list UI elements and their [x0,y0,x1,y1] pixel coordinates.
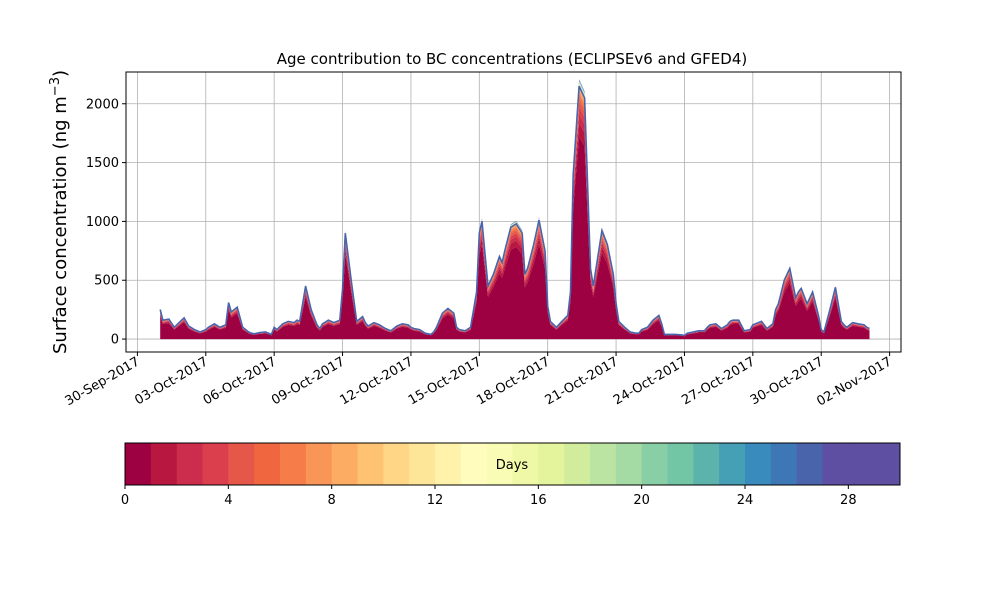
colorbar-segment [822,443,849,485]
y-tick-label: 0 [111,333,119,348]
x-tick-label: 06-Oct-2017 [201,354,279,408]
colorbar-segment [848,443,875,485]
y-axis-ticks: 0 500 1000 1500 2000 [86,97,126,348]
x-tick-label: 18-Oct-2017 [474,354,552,408]
top-outline [159,85,870,337]
colorbar-segment [693,443,720,485]
colorbar-segment [745,443,772,485]
colorbar-segment [460,443,488,485]
colorbar-segment [176,443,203,485]
colorbar-segment [409,443,436,485]
colorbar-segment [435,443,462,485]
colorbar-segment [796,443,823,485]
colorbar-segment [254,443,281,485]
x-tick-label: 27-Oct-2017 [679,354,757,408]
colorbar-segment [202,443,229,485]
colorbar-tick-label: 0 [121,493,129,508]
colorbar-tick-label: 8 [328,493,336,508]
colorbar-tick-label: 28 [840,493,857,508]
total-line [159,85,870,337]
y-tick-label: 1000 [86,215,119,230]
colorbar-segment [331,443,358,485]
colorbar-label: Days [496,458,529,473]
colorbar-segment [641,443,668,485]
stacked-area-series [160,79,870,340]
x-tick-label: 02-Nov-2017 [814,354,894,409]
x-axis-ticks: 30-Sep-201703-Oct-201706-Oct-201709-Oct-… [63,352,895,409]
colorbar-segment [357,443,384,485]
colorbar-segment [125,443,152,485]
x-tick-label: 30-Sep-2017 [63,354,143,409]
colorbar-segment [228,443,255,485]
y-axis-label-close: ) [50,70,71,77]
colorbar [125,443,901,485]
colorbar-segment [590,443,617,485]
x-tick-label: 12-Oct-2017 [338,354,416,408]
x-tick-label: 15-Oct-2017 [406,354,484,408]
colorbar-segment [150,443,178,485]
colorbar-segment [280,443,307,485]
colorbar-segment [538,443,565,485]
colorbar-segment [512,443,539,485]
colorbar-tick-label: 20 [633,493,650,508]
colorbar-tick-label: 4 [224,493,232,508]
colorbar-tick-label: 16 [530,493,547,508]
y-tick-label: 1500 [86,156,119,171]
colorbar-segment [615,443,643,485]
colorbar-segment [383,443,410,485]
y-axis-label-main: Surface concentration (ng m [50,96,71,354]
plot-frame [125,71,902,353]
colorbar-tick-label: 24 [737,493,754,508]
x-tick-label: 09-Oct-2017 [269,354,347,408]
y-tick-label: 500 [94,274,119,289]
colorbar-tick-label: 12 [427,493,444,508]
colorbar-ticks: 0 4 8 12 16 20 24 28 [121,485,857,508]
x-tick-label: 24-Oct-2017 [611,354,689,408]
y-axis-label: Surface concentration (ng m−3) [48,70,71,354]
colorbar-frame [124,442,901,486]
chart-title: Age contribution to BC concentrations (E… [277,50,748,68]
x-tick-label: 03-Oct-2017 [132,354,210,408]
age-band-0 [160,136,870,340]
colorbar-segment [719,443,746,485]
colorbar-segment [564,443,591,485]
x-tick-label: 21-Oct-2017 [543,354,621,408]
colorbar-segment [874,443,901,485]
colorbar-segment [667,443,694,485]
colorbar-segment [305,443,333,485]
y-axis-label-exponent: −3 [48,77,63,96]
colorbar-segment [486,443,513,485]
x-tick-label: 30-Oct-2017 [748,354,826,408]
y-tick-label: 2000 [86,97,119,112]
colorbar-segment [770,443,798,485]
